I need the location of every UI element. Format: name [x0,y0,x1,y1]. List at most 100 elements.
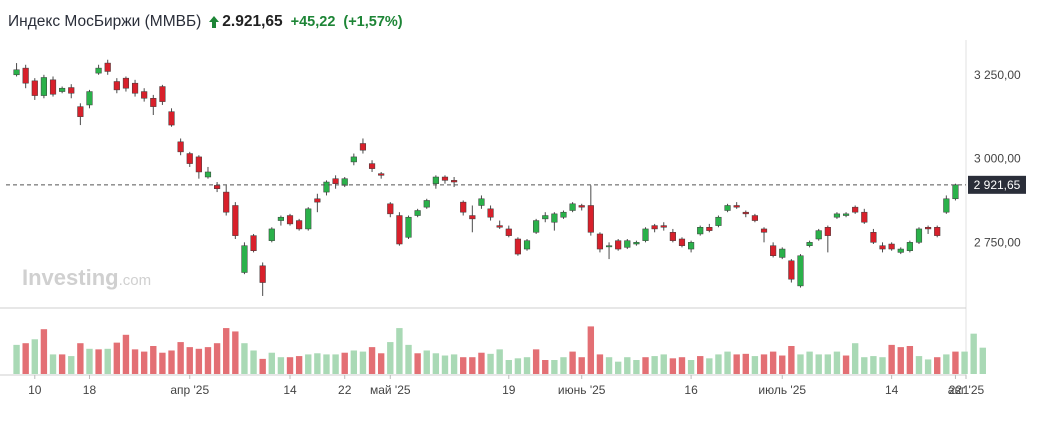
volume-bar [223,328,230,374]
candle-body [487,208,494,218]
candle [934,225,941,238]
volume-bar [323,354,330,374]
volume-bar [332,354,339,374]
candle [496,220,503,229]
candle [925,225,932,234]
volume-bar [660,354,667,374]
candle [405,215,412,239]
watermark-brand: Investing [22,265,119,290]
candle [460,200,467,216]
volume-bar [104,348,111,374]
candle [378,171,385,179]
candle-body [451,180,458,183]
candle-body [378,173,385,176]
candle-body [651,225,658,230]
candle [104,59,111,75]
candle-body [13,69,20,76]
candle-body [223,191,230,213]
volume-bar [77,343,84,374]
volume-bar [678,357,686,374]
candle [797,254,804,288]
candle [505,225,512,238]
candle [150,94,157,116]
candle-body [760,228,768,233]
candle-body [861,211,868,223]
volume-bar [195,348,203,374]
candle [441,175,449,184]
volume-bar [979,347,986,374]
candle [906,240,913,253]
candle-body [150,98,157,107]
candle-body [870,232,877,243]
volume-bar [58,354,66,374]
volume-bar [295,356,303,374]
x-tick-label: 22 [338,383,352,397]
candle [943,195,950,214]
volume-bar [441,355,449,374]
candle-body [359,143,367,151]
candle-body [770,245,777,256]
chart-header: Индекс МосБиржи (ММВБ) 2.921,65 +45,22 (… [8,10,403,34]
candle-body [86,91,93,106]
volume-bar [377,353,385,374]
candle [305,207,312,231]
watermark-domain: .com [119,272,152,289]
volume-bar [514,358,522,374]
candle-body [277,216,284,221]
price-axis: 3 250,00 3 000,00 2 750,00 [974,68,1021,250]
volume-bar [587,326,595,374]
candle-body [77,106,84,117]
candle [688,240,695,253]
volume-bar [204,347,212,374]
candle-body [642,228,649,241]
volume-bar [806,351,813,374]
volume-bar [605,357,613,374]
candle [268,227,275,243]
volume-bar [232,331,239,374]
time-axis: 10 18 апр '25 14 22 май '25 19 июнь '25 16 июль '… [28,375,985,397]
candle [77,103,84,126]
volume-bar [496,349,503,374]
volume-bar [669,358,677,374]
volume-bar [150,346,157,374]
candle-body [314,198,321,203]
volume-bar [624,357,631,374]
volume-bar [706,358,713,374]
candle-body [879,245,886,250]
candle-body [560,211,567,218]
volume-bar [213,343,221,374]
volume-bar [724,351,731,374]
candle [897,247,904,255]
candle [633,240,640,246]
candle-body [551,213,558,223]
candle-body [195,156,202,173]
candle [314,193,321,213]
candle [414,208,421,218]
candle-body [569,203,576,211]
current-price-label: 2 921,65 [974,178,1021,192]
candle-body [168,111,175,126]
candle-body [259,265,266,283]
x-tick-label: май '25 [370,383,411,397]
candle-body [806,242,813,246]
candle-body [478,198,485,206]
volume-bar [49,354,57,374]
candle-body [751,215,758,221]
candle [86,89,93,109]
y-tick-label: 3 250,00 [974,68,1021,82]
candle-body [678,238,686,246]
volume-bar [478,352,485,374]
candle-body [141,91,148,99]
volume-bar [915,356,923,374]
volume-bar [861,357,868,374]
candle [533,218,540,234]
candle [432,175,439,189]
x-tick-label: 14 [283,383,297,397]
candle [651,223,658,233]
candle [751,213,758,223]
volume-bar [95,349,102,374]
instrument-title: Индекс МосБиржи (ММВБ) [8,13,202,30]
volume-bar [733,354,740,374]
candle-body [925,227,932,230]
